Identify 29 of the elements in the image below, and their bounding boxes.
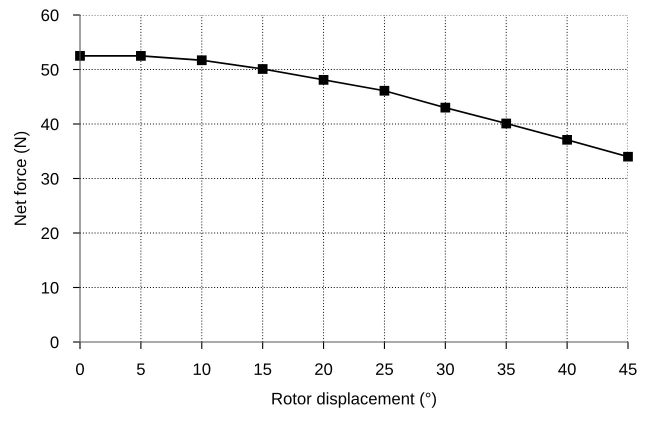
point xyxy=(136,51,146,61)
y-axis-title: Net force (N) xyxy=(14,132,30,225)
point xyxy=(75,51,85,61)
x-axis-title: Rotor displacement (°) xyxy=(272,392,436,408)
y-tick-label: 40 xyxy=(41,118,59,130)
point xyxy=(562,134,572,145)
x-tick-label: 35 xyxy=(498,363,515,376)
point xyxy=(318,74,328,85)
x-tick-label: 15 xyxy=(254,363,272,376)
point xyxy=(623,152,633,162)
y-tick-label: 50 xyxy=(41,64,59,76)
x-tick-label: 20 xyxy=(315,363,332,376)
x-tick-label: 0 xyxy=(76,363,84,376)
x-tick-label: 5 xyxy=(136,363,145,376)
point xyxy=(258,64,268,74)
point xyxy=(380,86,390,96)
x-tick-label: 40 xyxy=(558,363,576,376)
point xyxy=(440,102,450,113)
y-tick-label: 60 xyxy=(41,9,59,22)
point xyxy=(196,55,207,66)
x-tick-label: 45 xyxy=(619,363,637,376)
y-tick-label: 30 xyxy=(41,172,59,185)
x-tick-label: 25 xyxy=(376,363,394,376)
x-tick-label: 30 xyxy=(436,363,454,376)
point xyxy=(501,118,512,128)
y-tick-label: 20 xyxy=(41,227,59,240)
y-tick-label: 10 xyxy=(42,282,59,294)
y-tick-label: 0 xyxy=(50,336,59,348)
x-tick-label: 10 xyxy=(194,363,210,376)
